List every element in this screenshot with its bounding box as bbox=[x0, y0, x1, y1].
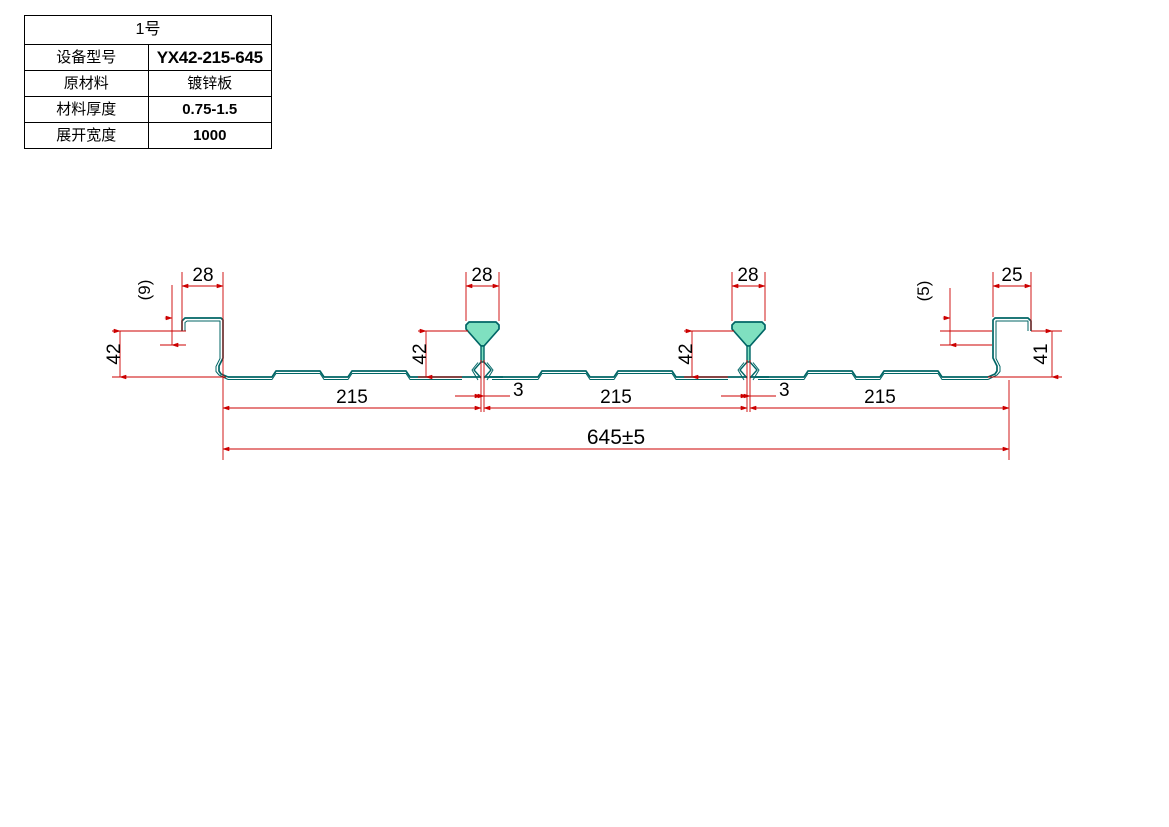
panel-profile bbox=[181, 317, 1032, 381]
dim-text-pitch-3: 215 bbox=[864, 387, 896, 408]
web-segment-1 bbox=[228, 370, 462, 378]
dim-text-pitch-2: 215 bbox=[600, 387, 632, 408]
web-segment-2-inner bbox=[492, 373, 728, 380]
center-rib-1-stem bbox=[480, 345, 485, 363]
center-rib-2-stem bbox=[746, 345, 751, 363]
dim-text-overall-width: 645±5 bbox=[587, 426, 645, 449]
table-title-cell: 1号 bbox=[24, 15, 272, 45]
dim-text-right-height: 41 bbox=[1031, 343, 1052, 364]
table-row: 原材料 镀锌板 bbox=[24, 70, 272, 97]
dim-text-rib1-width: 28 bbox=[471, 265, 492, 286]
center-rib-1-foot-diamond bbox=[473, 361, 492, 379]
web-segment-2 bbox=[489, 370, 728, 378]
table-row-title: 1号 bbox=[24, 15, 272, 45]
dim-text-rib2-height: 42 bbox=[676, 343, 697, 364]
row-label-model: 设备型号 bbox=[24, 44, 149, 71]
web-segment-1-inner bbox=[228, 373, 462, 380]
dim-text-left-height: 42 bbox=[104, 343, 125, 364]
dimension-group-left bbox=[112, 272, 226, 380]
specification-table: 1号 设备型号 YX42-215-645 原材料 镀锌板 材料厚度 0.75-1… bbox=[24, 15, 272, 149]
dim-text-right-lip: (5) bbox=[914, 281, 933, 302]
web-segment-3 bbox=[755, 370, 988, 378]
dim-text-right-width: 25 bbox=[1001, 265, 1022, 286]
left-end-profile-inner bbox=[184, 320, 229, 380]
dim-text-rib2-width: 28 bbox=[737, 265, 758, 286]
row-value-coil-width: 1000 bbox=[147, 122, 272, 149]
right-end-profile bbox=[987, 317, 1032, 378]
dimension-group-rib-2 bbox=[684, 272, 776, 412]
center-rib-2-foot-diamond bbox=[739, 361, 758, 379]
right-end-profile-inner bbox=[987, 320, 1029, 380]
center-rib-1-cap bbox=[465, 321, 500, 347]
row-value-material: 镀锌板 bbox=[147, 70, 272, 97]
dim-text-left-width: 28 bbox=[192, 265, 213, 286]
row-label-material: 原材料 bbox=[24, 70, 149, 97]
dim-text-rib1-height: 42 bbox=[410, 343, 431, 364]
row-value-thickness: 0.75-1.5 bbox=[147, 96, 272, 123]
dim-text-rib1-stem: 3 bbox=[513, 380, 524, 401]
dimension-group-right bbox=[940, 272, 1062, 380]
table-row: 设备型号 YX42-215-645 bbox=[24, 44, 272, 71]
dim-text-pitch-1: 215 bbox=[336, 387, 368, 408]
dim-text-rib2-stem: 3 bbox=[779, 380, 790, 401]
center-rib-2 bbox=[728, 321, 769, 381]
row-label-coil-width: 展开宽度 bbox=[24, 122, 149, 149]
center-rib-2-cap bbox=[731, 321, 766, 347]
center-rib-1 bbox=[462, 321, 503, 381]
dimension-group-rib-1 bbox=[418, 272, 510, 412]
dimension-group-pitch bbox=[222, 380, 1010, 460]
web-segment-3-inner bbox=[758, 373, 988, 380]
left-end-profile bbox=[181, 317, 229, 378]
dim-text-left-lip: (9) bbox=[135, 280, 154, 301]
table-row: 展开宽度 1000 bbox=[24, 122, 272, 149]
table-row: 材料厚度 0.75-1.5 bbox=[24, 96, 272, 123]
